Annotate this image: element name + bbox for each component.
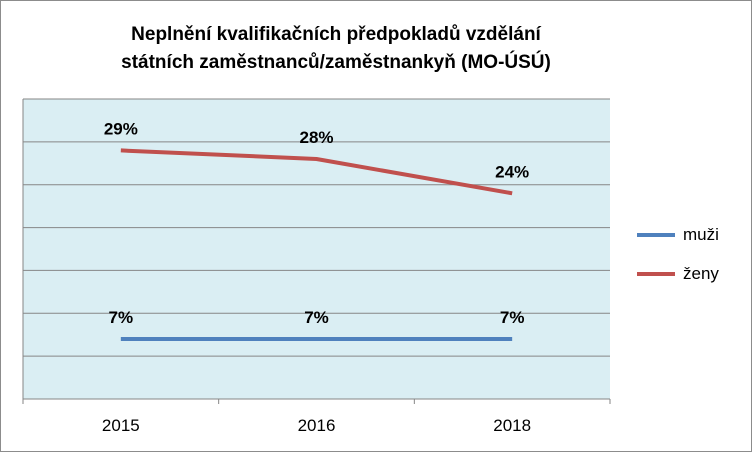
data-label: 29% <box>104 119 138 138</box>
legend-swatch-muzi <box>637 233 675 237</box>
series-line-zeny <box>120 148 513 196</box>
legend-swatch-zeny <box>637 272 675 276</box>
plot-area <box>23 99 610 399</box>
legend-label-zeny: ženy <box>683 264 719 283</box>
legend-label-muzi: muži <box>683 225 719 244</box>
chart-title-line-1: Neplnění kvalifikačních předpokladů vzdě… <box>131 24 541 45</box>
x-tick-label: 2015 <box>102 416 140 435</box>
chart-title-line-2: státních zaměstnanců/zaměstnankyň (MO-ÚS… <box>121 52 551 73</box>
data-label: 28% <box>299 128 333 147</box>
legend-item-zeny: ženy <box>637 264 719 284</box>
data-label: 24% <box>495 162 529 181</box>
chart-title: Neplnění kvalifikačních předpokladů vzdě… <box>1 21 671 77</box>
legend: muži ženy <box>637 225 719 303</box>
legend-item-muzi: muži <box>637 225 719 245</box>
data-label: 7% <box>109 308 134 327</box>
data-label: 7% <box>500 308 525 327</box>
x-tick-label: 2016 <box>298 416 336 435</box>
x-tick-label: 2018 <box>493 416 531 435</box>
data-label: 7% <box>304 308 329 327</box>
